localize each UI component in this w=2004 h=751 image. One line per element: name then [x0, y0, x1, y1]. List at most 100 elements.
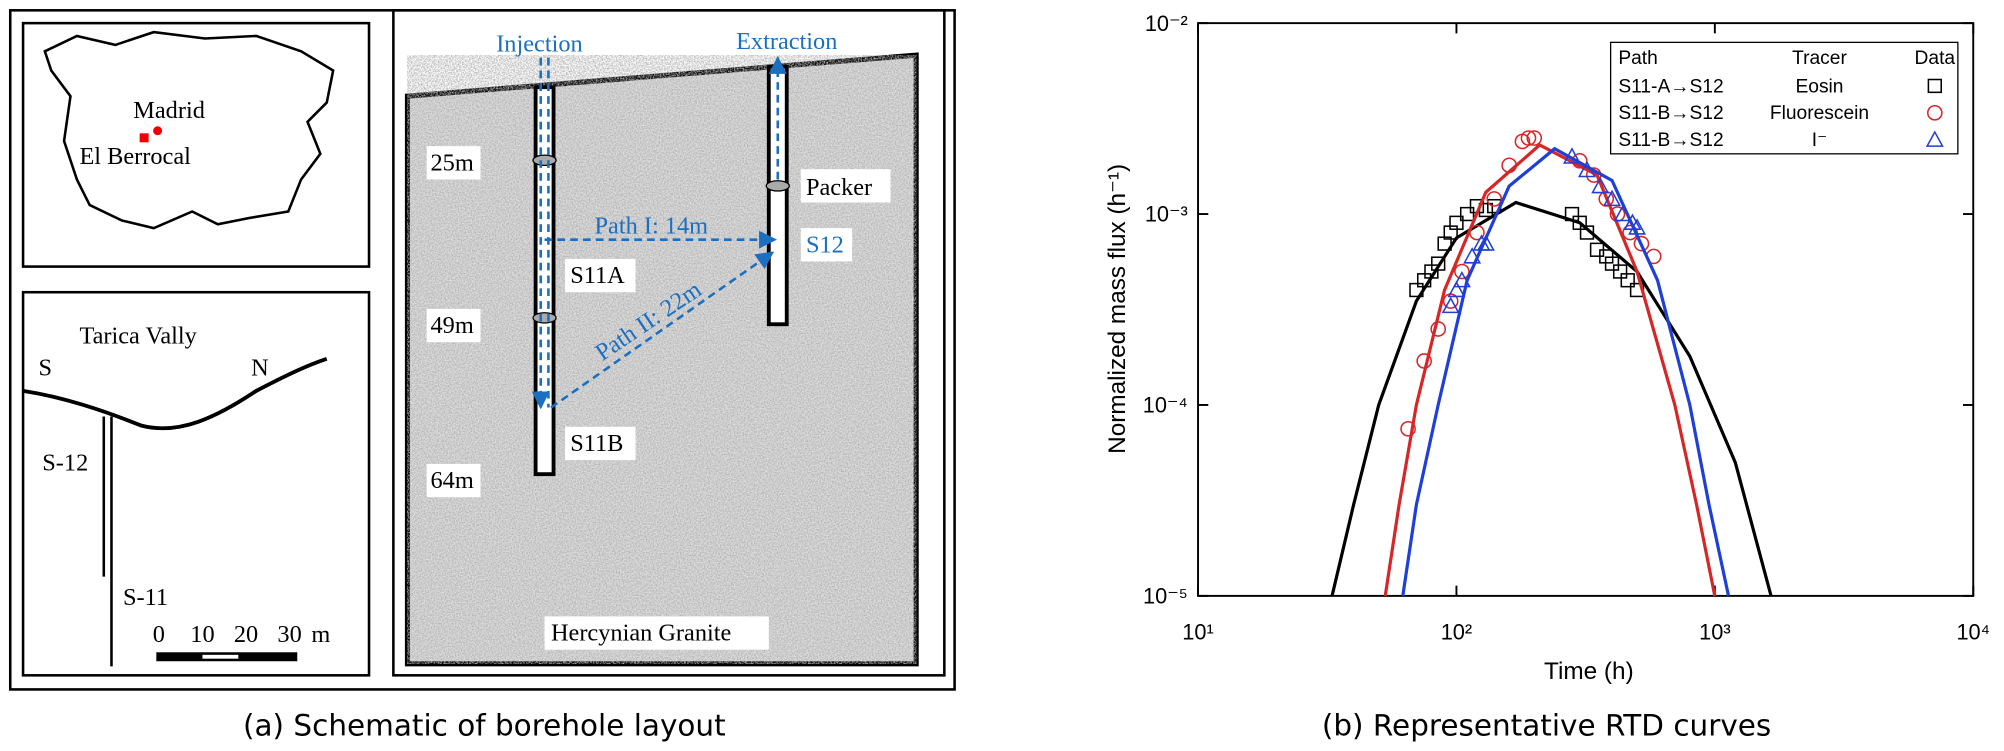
data-point [1441, 296, 1460, 314]
section-title: Tarica Vally [79, 322, 197, 349]
label: Extraction [736, 28, 837, 55]
data-point [1603, 189, 1622, 207]
legend-header: Data [1915, 48, 1956, 69]
well-label: S11B [570, 430, 623, 457]
label: Injection [496, 30, 582, 57]
borehole [533, 85, 556, 477]
path-label: Path I: 14m [595, 212, 709, 239]
map-outline [43, 30, 335, 230]
depth: 64m [431, 467, 474, 494]
label: Packer [806, 174, 872, 201]
data-point [1463, 247, 1482, 264]
data-point [1571, 153, 1588, 169]
caption: (a) Schematic of borehole layout [243, 709, 726, 743]
packer [532, 154, 557, 167]
data-point [1400, 421, 1416, 437]
well-label: S-11 [123, 584, 168, 611]
x-tick-label: 10² [1441, 619, 1472, 644]
borehole [766, 64, 789, 327]
map-frame [21, 21, 371, 268]
y-tick-label: 10⁻⁴ [1143, 393, 1188, 418]
borehole-frame [392, 9, 946, 677]
data-point [1591, 176, 1610, 194]
data-point [1628, 218, 1647, 235]
site-dot [139, 133, 149, 143]
data-point [1452, 270, 1471, 288]
fit-line [1383, 143, 1717, 597]
data-point [1416, 353, 1432, 369]
data-point [1526, 130, 1543, 146]
well-label: S-12 [42, 449, 88, 476]
scale-label: 20 [234, 621, 258, 648]
section-frame [21, 290, 371, 677]
data-point [1520, 130, 1537, 146]
label: Hercynian Granite [551, 620, 731, 647]
caption: (b) Representative RTD curves [1322, 709, 1771, 743]
fit-line [1330, 200, 1773, 597]
data-point [1612, 264, 1628, 279]
data-point [1579, 225, 1595, 240]
legend-label: S11-B→S12 [1618, 103, 1723, 124]
scale-bar [202, 654, 239, 659]
data-point [1501, 157, 1518, 174]
data-point [1577, 160, 1596, 178]
direction: S [38, 355, 52, 382]
data-point [1447, 280, 1466, 298]
legend-marker [1927, 78, 1942, 94]
x-axis-label: Time (h) [1544, 658, 1634, 685]
data-point [1449, 215, 1464, 230]
data-point [1430, 321, 1447, 337]
legend-header: Tracer [1792, 48, 1847, 69]
data-point [1564, 206, 1580, 222]
granite-texture [407, 55, 917, 664]
legend-label: Eosin [1795, 76, 1843, 97]
packer [765, 180, 790, 192]
data-point [1476, 234, 1495, 251]
legend-label: I⁻ [1812, 130, 1827, 151]
depth: 49m [431, 312, 474, 339]
city-dot [153, 126, 163, 136]
direction: N [251, 355, 269, 382]
valley-profile [22, 357, 328, 431]
y-axis-label: Normalized mass flux (h⁻¹) [1104, 164, 1131, 454]
legend-label: S11-B→S12 [1618, 130, 1723, 151]
x-tick-label: 10¹ [1182, 619, 1213, 644]
data-point [1563, 147, 1581, 164]
y-tick-label: 10⁻³ [1145, 202, 1188, 227]
legend-label: Fluorescein [1770, 103, 1869, 124]
well-label: S12 [806, 231, 844, 258]
data-point [1469, 224, 1485, 241]
x-tick-label: 10⁴ [1956, 619, 1990, 644]
scale-label: 30 [277, 621, 301, 648]
legend-label: S11-A→S12 [1618, 76, 1723, 97]
well-label: S11A [570, 262, 625, 289]
data-point [1604, 256, 1620, 271]
data-point [1633, 235, 1650, 252]
data-point [1620, 273, 1635, 288]
y-tick-label: 10⁻² [1145, 11, 1188, 36]
legend-box [1609, 41, 1959, 155]
legend-marker [1925, 130, 1944, 147]
depth: 25m [431, 149, 474, 176]
data-point [1459, 206, 1475, 222]
map-label: Madrid [133, 97, 205, 124]
legend-marker [1926, 105, 1943, 121]
y-tick-label: 10⁻⁵ [1143, 584, 1188, 609]
scale-label: m [311, 621, 330, 648]
data-point [1409, 282, 1424, 298]
data-point [1416, 273, 1432, 288]
scale-label: 0 [153, 621, 165, 648]
map-label: El Berrocal [79, 143, 191, 170]
data-point [1613, 204, 1632, 222]
data-point [1572, 215, 1587, 230]
data-point [1486, 191, 1503, 207]
scale-label: 10 [190, 621, 214, 648]
legend-header: Path [1618, 48, 1658, 69]
flow-path [550, 251, 775, 409]
packer [532, 312, 557, 324]
x-tick-label: 10³ [1699, 619, 1730, 644]
fit-line [1401, 146, 1731, 597]
data-point [1431, 256, 1446, 271]
data-point [1454, 263, 1470, 280]
